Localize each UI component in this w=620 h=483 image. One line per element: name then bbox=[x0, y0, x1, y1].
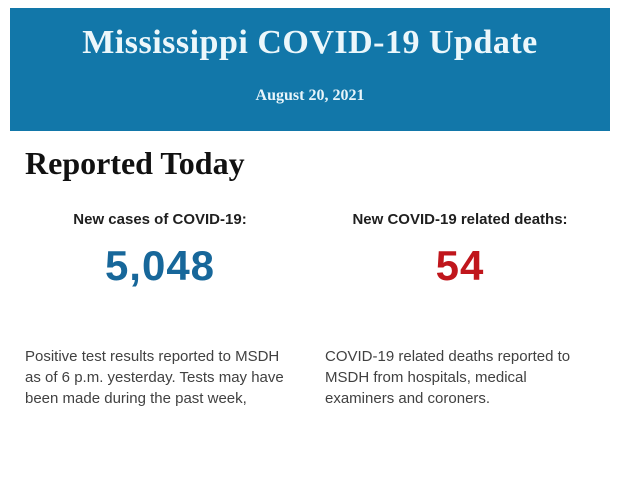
stat-new-deaths: New COVID-19 related deaths: 54 COVID-19… bbox=[325, 211, 595, 409]
page-title: Mississippi COVID-19 Update bbox=[82, 24, 538, 61]
header-banner: Mississippi COVID-19 Update August 20, 2… bbox=[10, 8, 610, 131]
stat-new-cases: New cases of COVID-19: 5,048 Positive te… bbox=[25, 211, 295, 409]
section-heading: Reported Today bbox=[25, 145, 245, 181]
new-cases-label: New cases of COVID-19: bbox=[73, 211, 247, 228]
report-date: August 20, 2021 bbox=[255, 87, 365, 104]
report-body: Reported Today New cases of COVID-19: 5,… bbox=[0, 144, 620, 409]
new-cases-value: 5,048 bbox=[104, 242, 216, 289]
new-cases-description: Positive test results reported to MSDH a… bbox=[25, 348, 284, 407]
stats-grid: New cases of COVID-19: 5,048 Positive te… bbox=[25, 211, 595, 409]
new-deaths-label: New COVID-19 related deaths: bbox=[352, 211, 568, 228]
new-deaths-description: COVID-19 related deaths reported to MSDH… bbox=[325, 348, 571, 407]
new-deaths-value: 54 bbox=[435, 242, 485, 289]
